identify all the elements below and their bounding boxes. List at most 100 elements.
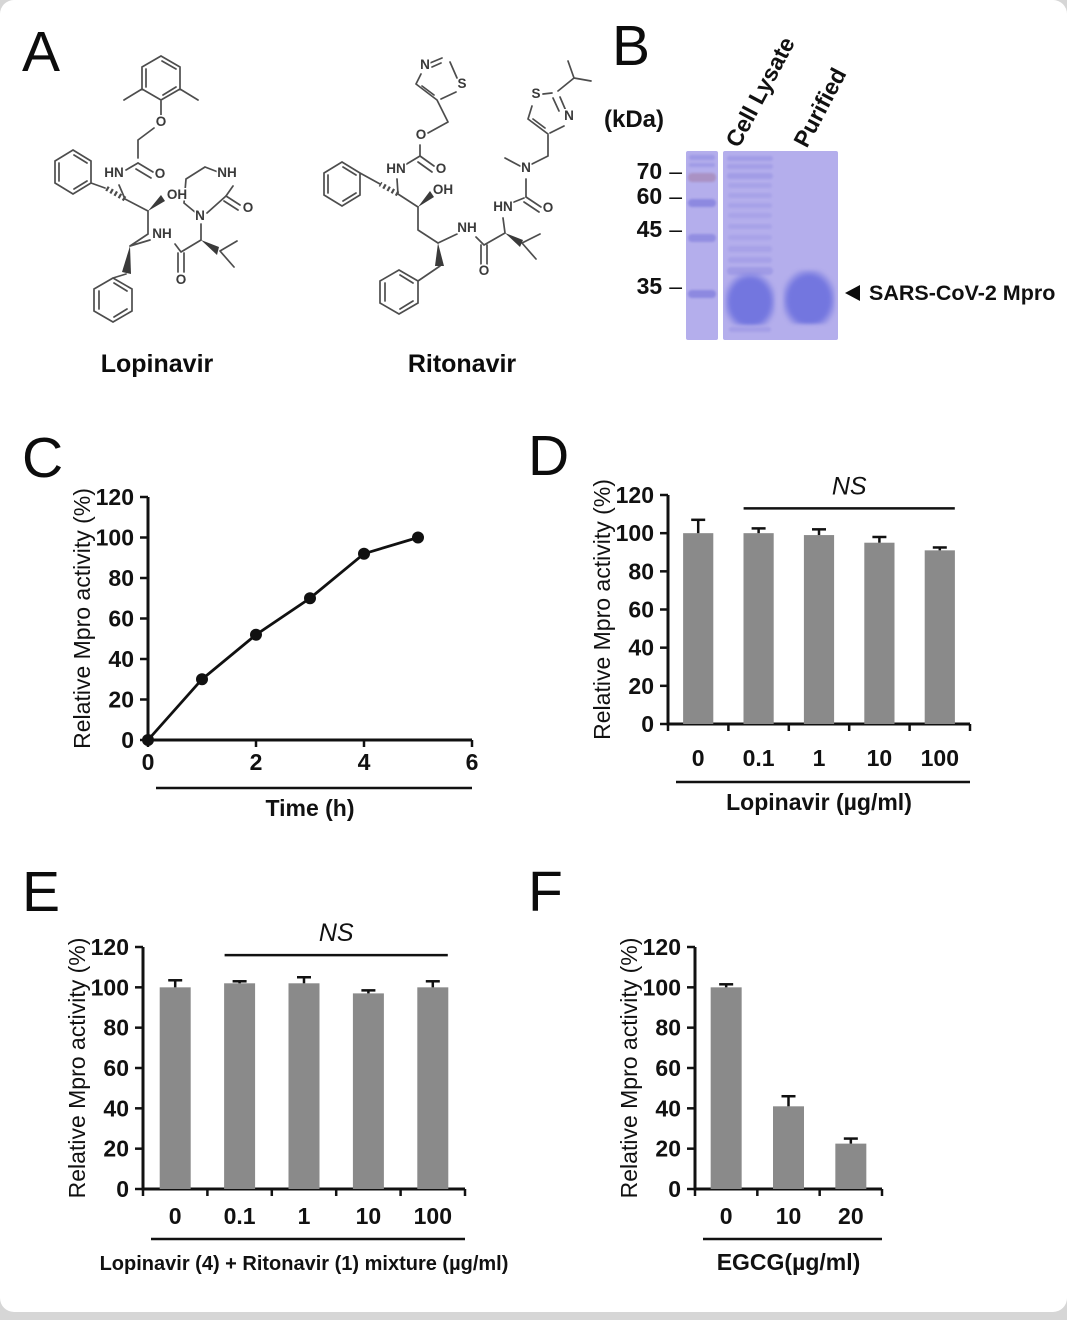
gel-band	[728, 213, 772, 218]
lopinavir-structure: O O HN OH NH O N NH O	[54, 55, 255, 323]
y-axis-title: Relative Mpro activity (%)	[589, 479, 615, 740]
x-axis-title: Time (h)	[265, 795, 354, 821]
gel-band	[728, 257, 772, 263]
y-tick-label: 80	[628, 558, 654, 584]
atom-label-o: O	[543, 200, 554, 215]
y-tick-label: 20	[628, 673, 654, 699]
x-tick-label: 2	[250, 749, 263, 775]
gel-band-35	[688, 290, 716, 298]
data-point	[196, 673, 208, 686]
mpro-arrow-icon	[845, 285, 860, 301]
atom-label-n: N	[564, 108, 574, 123]
atom-label-o: O	[243, 200, 254, 215]
hashed-wedge	[378, 181, 400, 197]
ns-label: NS	[832, 472, 867, 500]
x-tick-label: 0.1	[224, 1203, 256, 1229]
bar-20	[835, 1143, 867, 1189]
x-axis-title: Lopinavir (4) + Ritonavir (1) mixture (µ…	[100, 1253, 509, 1275]
x-tick-label: 100	[921, 745, 959, 771]
y-tick-label: 60	[628, 597, 654, 623]
y-tick-label: 20	[103, 1136, 129, 1162]
atom-labels: O O HN OH NH O N NH O	[103, 113, 255, 289]
panel-letter-f: F	[528, 860, 563, 924]
atom-labels: N S O O HN OH NH O HN O N S N	[385, 56, 576, 280]
atom-label-o: O	[156, 114, 167, 129]
y-tick-label: 120	[96, 484, 134, 510]
panel-letter-e: E	[22, 860, 61, 924]
atom-label-hn: HN	[493, 199, 513, 214]
hashed-wedge	[104, 185, 127, 202]
gel-band	[728, 193, 772, 198]
y-tick-label: 20	[655, 1136, 681, 1162]
atom-label-nh: NH	[152, 226, 172, 241]
y-tick-label: 100	[616, 520, 654, 546]
y-tick-label: 80	[655, 1015, 681, 1041]
data-point	[358, 547, 370, 560]
gel-band	[727, 164, 773, 169]
y-tick-label: 0	[641, 711, 654, 737]
data-point	[142, 734, 154, 746]
gel-band	[689, 163, 715, 167]
bar-10	[352, 993, 384, 1189]
atom-label-n: N	[521, 160, 531, 175]
atom-label-s: S	[531, 86, 540, 101]
mpro-annotation: SARS-CoV-2 Mpro	[869, 281, 1056, 305]
y-tick-label: 40	[628, 635, 654, 661]
panel-letter-a: A	[22, 20, 61, 84]
data-line	[146, 536, 419, 741]
x-axis-title: Lopinavir (µg/ml)	[726, 789, 912, 815]
double-bonds	[58, 60, 241, 318]
x-tick-label: 0	[142, 749, 155, 775]
atom-label-n: N	[195, 208, 205, 223]
y-axis-title: Relative Mpro activity (%)	[64, 938, 90, 1199]
x-axis-title: EGCG(µg/ml)	[717, 1249, 861, 1275]
x-tick-label: 10	[867, 745, 893, 771]
y-tick-label: 120	[616, 482, 654, 508]
y-tick-label: 80	[108, 565, 134, 591]
x-tick-label: 0.1	[743, 745, 775, 771]
ritonavir-structure: N S O O HN OH NH O HN O N S N	[323, 56, 592, 315]
data-point	[304, 592, 316, 605]
gel-image	[686, 151, 838, 340]
molecule-label-lopinavir: Lopinavir	[100, 350, 214, 378]
atom-label-n: N	[420, 57, 430, 72]
x-tick-label: 100	[414, 1203, 452, 1229]
x-tick-label: 1	[813, 745, 826, 771]
x-tick-label: 6	[466, 749, 479, 775]
atom-label-oh: OH	[167, 187, 187, 202]
panel-letter-c: C	[22, 426, 64, 490]
y-tick-label: 60	[655, 1055, 681, 1081]
gel-band	[689, 155, 715, 160]
y-tick-label: 0	[116, 1176, 129, 1202]
atom-label-nh: NH	[457, 220, 477, 235]
bar-10	[773, 1106, 804, 1189]
y-axis-title: Relative Mpro activity (%)	[69, 488, 95, 749]
gel-band	[729, 327, 771, 332]
gel-band-60	[688, 199, 716, 207]
y-tick-label: 100	[643, 974, 681, 1000]
y-tick-label: 60	[108, 606, 134, 632]
gel-band	[727, 173, 773, 179]
gel-band-45	[688, 234, 716, 242]
gel-ladder-lane	[686, 151, 718, 340]
y-tick-label: 120	[643, 934, 681, 960]
bar-0.1	[224, 983, 256, 1189]
bar-0	[159, 987, 191, 1189]
gel-band	[728, 224, 772, 229]
x-tick-label: 10	[776, 1203, 802, 1229]
gel-band	[727, 156, 773, 161]
bar-1	[288, 983, 320, 1189]
panel-letter-b: B	[612, 14, 651, 78]
y-tick-label: 120	[91, 934, 129, 960]
panel-letter-d: D	[528, 424, 570, 488]
chart-f-svg: 0 20 40 60 80 100 120 0 10 20 Relative Mpro activi…	[616, 934, 884, 1275]
y-tick-label: 20	[108, 687, 134, 713]
bar-1	[803, 535, 835, 724]
y-tick-label: 40	[655, 1095, 681, 1121]
x-tick-label: 0	[720, 1203, 733, 1229]
kda-marker-60: 60 –	[636, 183, 682, 209]
molecule-label-ritonavir: Ritonavir	[407, 350, 517, 378]
